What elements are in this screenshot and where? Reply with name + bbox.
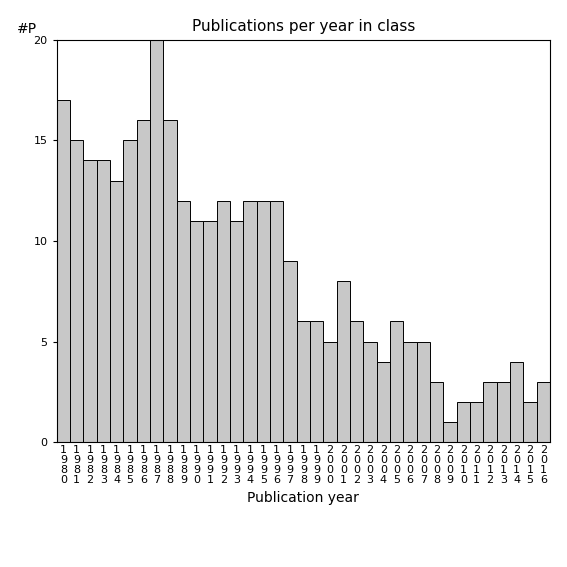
Bar — [310, 321, 323, 442]
Bar — [350, 321, 363, 442]
Title: Publications per year in class: Publications per year in class — [192, 19, 415, 35]
Bar — [150, 40, 163, 442]
Bar — [243, 201, 257, 442]
Bar — [376, 362, 390, 442]
Bar — [217, 201, 230, 442]
Bar — [177, 201, 190, 442]
Bar — [70, 141, 83, 442]
Bar — [443, 422, 456, 442]
Text: #P: #P — [17, 22, 37, 36]
Bar — [390, 321, 403, 442]
Bar — [430, 382, 443, 442]
Bar — [323, 341, 337, 442]
Bar — [124, 141, 137, 442]
Bar — [230, 221, 243, 442]
Bar — [97, 160, 110, 442]
Bar — [497, 382, 510, 442]
Bar — [456, 402, 470, 442]
Bar — [337, 281, 350, 442]
X-axis label: Publication year: Publication year — [247, 490, 359, 505]
Bar — [83, 160, 97, 442]
Bar — [363, 341, 376, 442]
Bar — [510, 362, 523, 442]
Bar — [403, 341, 417, 442]
Bar — [417, 341, 430, 442]
Bar — [137, 120, 150, 442]
Bar — [57, 100, 70, 442]
Bar — [284, 261, 297, 442]
Bar — [470, 402, 483, 442]
Bar — [297, 321, 310, 442]
Bar — [190, 221, 204, 442]
Bar — [483, 382, 497, 442]
Bar — [204, 221, 217, 442]
Bar — [536, 382, 550, 442]
Bar — [257, 201, 270, 442]
Bar — [163, 120, 177, 442]
Bar — [110, 180, 124, 442]
Bar — [270, 201, 284, 442]
Bar — [523, 402, 536, 442]
